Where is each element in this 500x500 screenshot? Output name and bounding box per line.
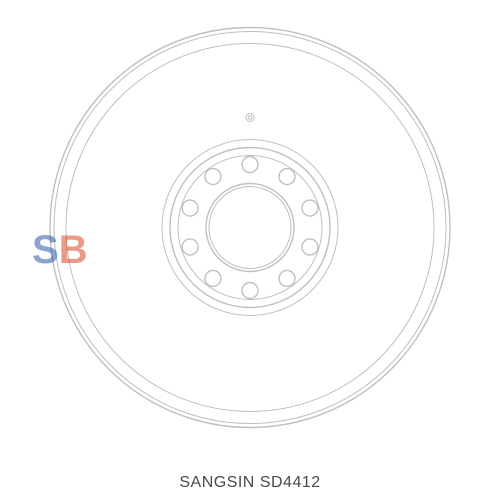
part-caption: SANGSIN SD4412 bbox=[0, 474, 500, 492]
watermark-letter-b: B bbox=[59, 230, 88, 270]
brand-watermark: S B bbox=[32, 230, 88, 270]
caption-brand: SANGSIN bbox=[179, 474, 255, 491]
caption-part-number: SD4412 bbox=[260, 474, 321, 491]
brake-disc-svg bbox=[40, 18, 460, 438]
watermark-letter-s: S bbox=[32, 230, 59, 270]
brake-disc-diagram bbox=[40, 18, 460, 443]
diagram-canvas: S B SANGSIN SD4412 bbox=[0, 0, 500, 500]
